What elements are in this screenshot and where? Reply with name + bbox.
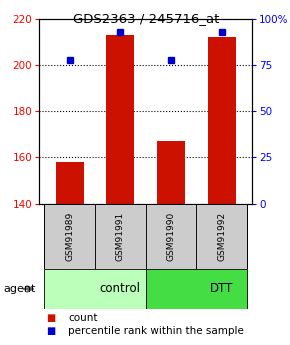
Bar	[208, 37, 236, 204]
Text: ■: ■	[46, 326, 56, 336]
FancyBboxPatch shape	[44, 204, 95, 269]
Text: GDS2363 / 245716_at: GDS2363 / 245716_at	[72, 12, 219, 25]
Bar	[157, 141, 185, 204]
Bar	[106, 35, 134, 204]
Text: ■: ■	[46, 314, 56, 323]
Text: GSM91989: GSM91989	[65, 212, 74, 261]
Text: DTT: DTT	[210, 283, 233, 295]
Text: percentile rank within the sample: percentile rank within the sample	[68, 326, 244, 336]
FancyBboxPatch shape	[95, 204, 146, 269]
Text: GSM91992: GSM91992	[217, 212, 226, 261]
Text: count: count	[68, 314, 98, 323]
FancyBboxPatch shape	[146, 269, 247, 309]
FancyBboxPatch shape	[44, 269, 146, 309]
Text: agent: agent	[3, 284, 35, 294]
Text: control: control	[100, 283, 141, 295]
Bar	[56, 162, 84, 204]
FancyBboxPatch shape	[146, 204, 197, 269]
FancyBboxPatch shape	[197, 204, 247, 269]
Text: GSM91990: GSM91990	[166, 212, 176, 261]
Text: GSM91991: GSM91991	[116, 212, 125, 261]
